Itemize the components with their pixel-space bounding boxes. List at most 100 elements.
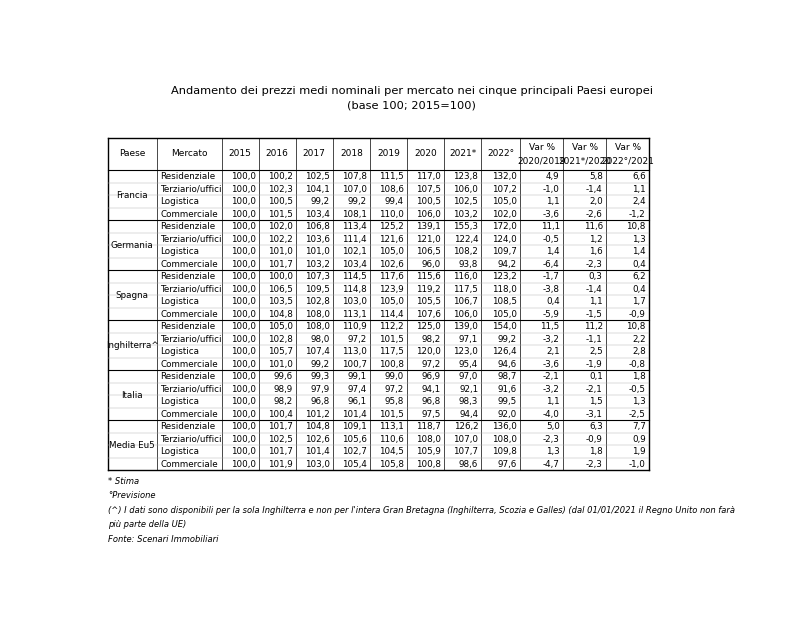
Text: -2,1: -2,1 <box>542 372 559 381</box>
Text: 2022°/2021: 2022°/2021 <box>601 156 654 166</box>
Text: 155,3: 155,3 <box>452 222 478 231</box>
Text: -3,2: -3,2 <box>542 384 559 394</box>
Text: 105,0: 105,0 <box>379 297 403 306</box>
Text: 100,0: 100,0 <box>230 272 255 281</box>
Text: 114,5: 114,5 <box>342 272 367 281</box>
Text: 120,0: 120,0 <box>415 347 440 356</box>
Text: Logistica: Logistica <box>160 447 199 456</box>
Text: 102,0: 102,0 <box>268 222 293 231</box>
Text: -1,5: -1,5 <box>585 310 602 319</box>
Text: Var %: Var % <box>571 143 597 152</box>
Text: 107,6: 107,6 <box>415 310 440 319</box>
Text: 101,7: 101,7 <box>268 422 293 431</box>
Text: 2021*/2020: 2021*/2020 <box>557 156 610 166</box>
Text: 99,6: 99,6 <box>273 372 293 381</box>
Text: Terziario/uffici: Terziario/uffici <box>160 435 221 443</box>
Text: 101,4: 101,4 <box>342 410 367 419</box>
Text: 108,5: 108,5 <box>492 297 516 306</box>
Text: 107,4: 107,4 <box>305 347 330 356</box>
Text: Logistica: Logistica <box>160 347 199 356</box>
Text: 100,0: 100,0 <box>230 235 255 243</box>
Text: 105,9: 105,9 <box>415 447 440 456</box>
Text: 93,8: 93,8 <box>458 260 478 268</box>
Text: 11,5: 11,5 <box>540 322 559 331</box>
Text: 106,5: 106,5 <box>268 284 293 294</box>
Text: 105,0: 105,0 <box>492 197 516 206</box>
Text: 100,0: 100,0 <box>230 209 255 219</box>
Text: 96,9: 96,9 <box>421 372 440 381</box>
Text: 99,3: 99,3 <box>310 372 330 381</box>
Text: 5,8: 5,8 <box>588 172 602 181</box>
Text: 110,9: 110,9 <box>342 322 367 331</box>
Text: 104,8: 104,8 <box>268 310 293 319</box>
Text: 101,2: 101,2 <box>305 410 330 419</box>
Text: 1,4: 1,4 <box>545 247 559 256</box>
Text: 97,5: 97,5 <box>421 410 440 419</box>
Text: Residenziale: Residenziale <box>160 322 215 331</box>
Text: 99,2: 99,2 <box>347 197 367 206</box>
Text: 100,0: 100,0 <box>230 322 255 331</box>
Text: 6,2: 6,2 <box>631 272 645 281</box>
Text: 100,0: 100,0 <box>230 260 255 268</box>
Text: 100,8: 100,8 <box>379 360 403 369</box>
Text: 111,4: 111,4 <box>342 235 367 243</box>
Text: 110,6: 110,6 <box>379 435 403 443</box>
Text: 106,8: 106,8 <box>305 222 330 231</box>
Text: -3,2: -3,2 <box>542 335 559 343</box>
Text: 100,0: 100,0 <box>230 410 255 419</box>
Text: 97,2: 97,2 <box>421 360 440 369</box>
Text: 124,0: 124,0 <box>492 235 516 243</box>
Text: -5,9: -5,9 <box>542 310 559 319</box>
Text: 106,7: 106,7 <box>453 297 478 306</box>
Text: 102,6: 102,6 <box>305 435 330 443</box>
Text: 97,1: 97,1 <box>459 335 478 343</box>
Text: 92,1: 92,1 <box>459 384 478 394</box>
Text: 100,0: 100,0 <box>230 197 255 206</box>
Text: 98,9: 98,9 <box>273 384 293 394</box>
Text: Logistica: Logistica <box>160 247 199 256</box>
Text: 1,7: 1,7 <box>631 297 645 306</box>
Text: 101,0: 101,0 <box>305 247 330 256</box>
Text: 1,3: 1,3 <box>631 235 645 243</box>
Text: Terziario/uffici: Terziario/uffici <box>160 184 221 194</box>
Text: 96,8: 96,8 <box>421 397 440 406</box>
Text: 112,2: 112,2 <box>379 322 403 331</box>
Text: 98,6: 98,6 <box>459 460 478 469</box>
Text: 94,1: 94,1 <box>421 384 440 394</box>
Text: Commerciale: Commerciale <box>160 310 217 319</box>
Text: 113,0: 113,0 <box>342 347 367 356</box>
Text: 107,3: 107,3 <box>305 272 330 281</box>
Text: -0,9: -0,9 <box>628 310 645 319</box>
Text: 99,0: 99,0 <box>384 372 403 381</box>
Text: 102,8: 102,8 <box>305 297 330 306</box>
Text: 101,5: 101,5 <box>268 209 293 219</box>
Text: 105,0: 105,0 <box>492 310 516 319</box>
Text: 1,1: 1,1 <box>589 297 602 306</box>
Text: 100,0: 100,0 <box>230 247 255 256</box>
Text: -1,0: -1,0 <box>628 460 645 469</box>
Text: 100,8: 100,8 <box>415 460 440 469</box>
Text: (^) I dati sono disponibili per la sola Inghilterra e non per l'intera Gran Bret: (^) I dati sono disponibili per la sola … <box>107 506 734 515</box>
Text: 1,5: 1,5 <box>588 397 602 406</box>
Text: 101,0: 101,0 <box>268 247 293 256</box>
Text: 92,0: 92,0 <box>497 410 516 419</box>
Text: 102,2: 102,2 <box>268 235 293 243</box>
Text: 7,7: 7,7 <box>631 422 645 431</box>
Text: -1,4: -1,4 <box>585 284 602 294</box>
Text: 4,9: 4,9 <box>545 172 559 181</box>
Text: 116,0: 116,0 <box>453 272 478 281</box>
Text: -2,3: -2,3 <box>585 460 602 469</box>
Text: 1,8: 1,8 <box>588 447 602 456</box>
Text: -1,9: -1,9 <box>585 360 602 369</box>
Text: Commerciale: Commerciale <box>160 410 217 419</box>
Text: 106,5: 106,5 <box>415 247 440 256</box>
Text: 122,4: 122,4 <box>453 235 478 243</box>
Text: 2021*: 2021* <box>448 150 476 158</box>
Text: 11,2: 11,2 <box>583 322 602 331</box>
Text: 98,7: 98,7 <box>497 372 516 381</box>
Text: -1,0: -1,0 <box>542 184 559 194</box>
Text: 105,7: 105,7 <box>267 347 293 356</box>
Text: 103,5: 103,5 <box>267 297 293 306</box>
Text: Terziario/uffici: Terziario/uffici <box>160 384 221 394</box>
Text: -1,1: -1,1 <box>585 335 602 343</box>
